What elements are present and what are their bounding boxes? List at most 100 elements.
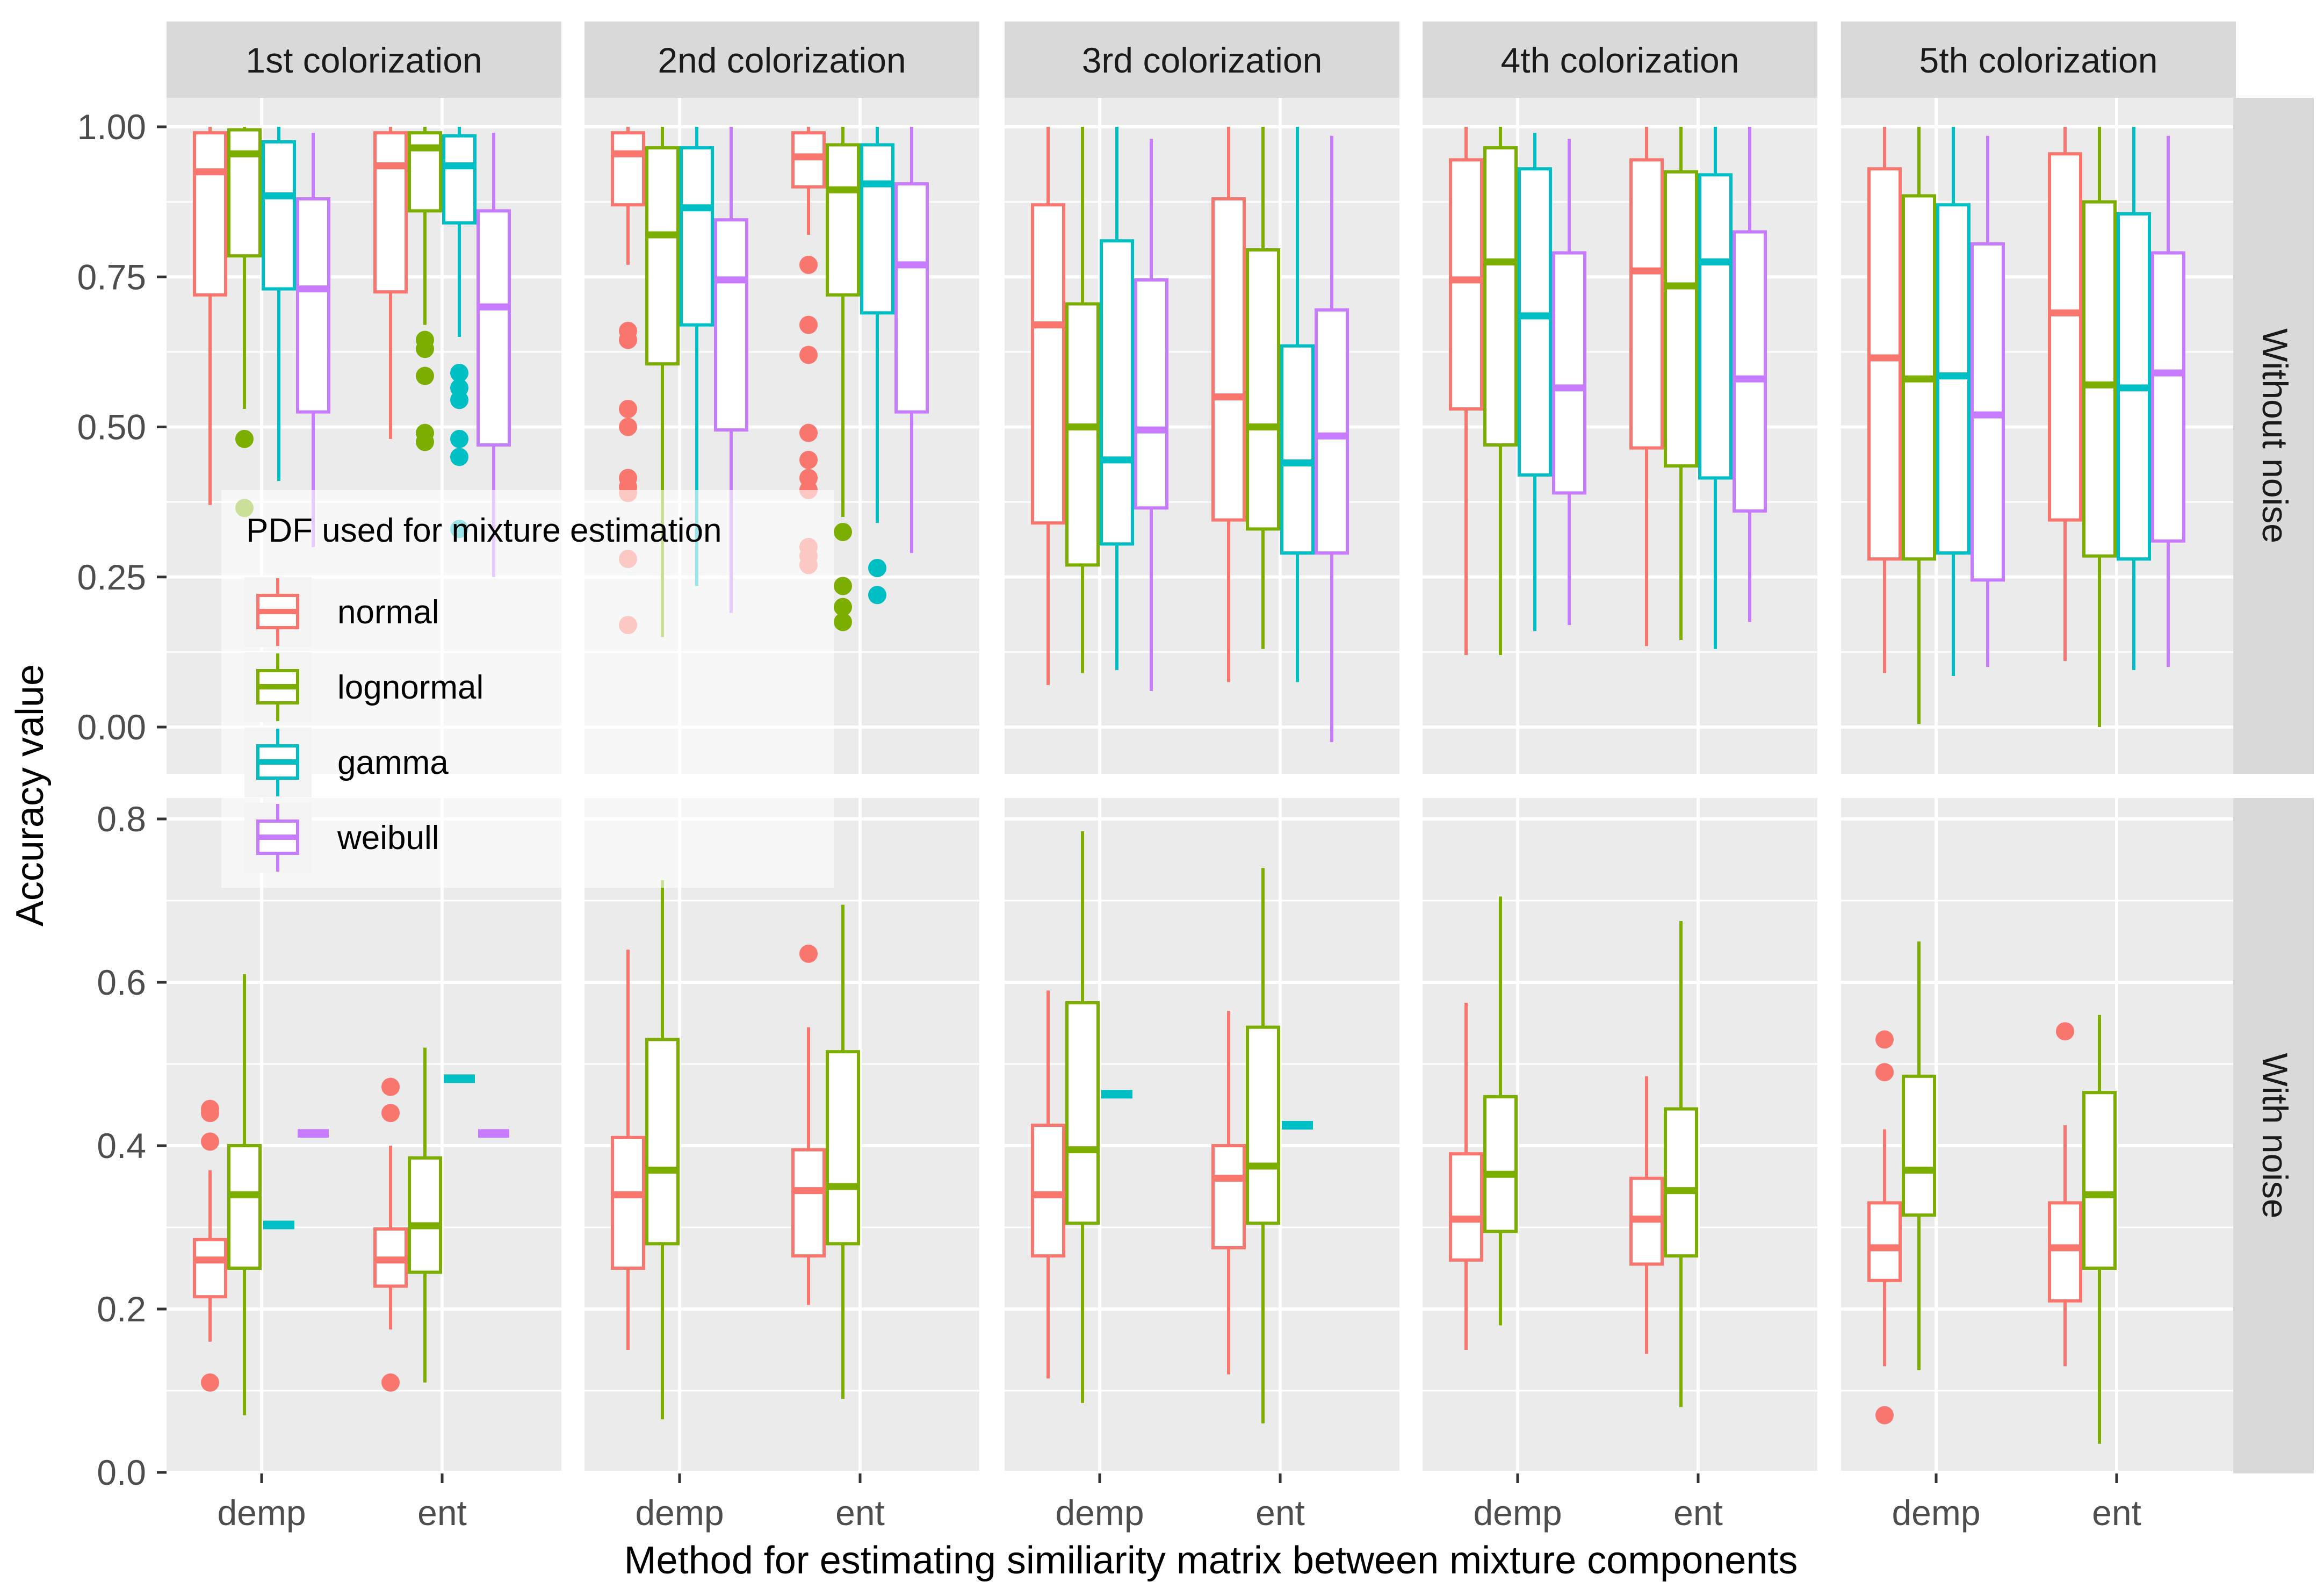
boxplot-normal bbox=[1031, 127, 1065, 685]
boxplot-normal bbox=[1031, 990, 1065, 1379]
boxplot-normal bbox=[193, 1099, 227, 1392]
box bbox=[1449, 158, 1483, 411]
box bbox=[1065, 302, 1100, 567]
y-tick-label: 0.25 bbox=[77, 557, 146, 597]
outlier-point bbox=[868, 586, 886, 605]
outlier-point bbox=[416, 433, 434, 451]
boxplot-gamma bbox=[1518, 133, 1552, 631]
box bbox=[1664, 1107, 1698, 1258]
box bbox=[1629, 158, 1664, 450]
panel-background bbox=[1423, 798, 1817, 1473]
box bbox=[2082, 200, 2117, 558]
boxplot-lognormal bbox=[408, 127, 442, 451]
boxplot-gamma bbox=[1698, 127, 1733, 649]
boxplot-gamma bbox=[2117, 127, 2151, 670]
outlier-point bbox=[201, 1132, 219, 1151]
legend-key-gamma: gamma bbox=[244, 728, 449, 797]
boxplot-normal bbox=[2048, 1022, 2082, 1367]
y-tick-label: 0.4 bbox=[97, 1126, 146, 1166]
box bbox=[1280, 344, 1315, 555]
boxplot-lognormal bbox=[1065, 127, 1100, 673]
column-strip bbox=[1005, 21, 1399, 98]
outlier-point bbox=[799, 346, 818, 364]
boxplot-lognormal bbox=[645, 880, 680, 1420]
column-strip-label: 2nd colorization bbox=[658, 40, 906, 80]
boxplot-gamma bbox=[680, 127, 714, 586]
box bbox=[894, 182, 929, 414]
box bbox=[1698, 173, 1733, 480]
y-axis-title: Accuracy value bbox=[9, 664, 52, 926]
outlier-point bbox=[1875, 1030, 1894, 1049]
box bbox=[680, 146, 714, 327]
box bbox=[1867, 167, 1902, 561]
box bbox=[1733, 230, 1767, 513]
column-strip-label: 5th colorization bbox=[1919, 40, 2158, 80]
box bbox=[1518, 167, 1552, 477]
box bbox=[373, 131, 408, 294]
column-strip bbox=[584, 21, 979, 98]
boxplot-lognormal bbox=[2082, 1015, 2117, 1444]
outlier-point bbox=[381, 1104, 400, 1123]
box bbox=[1867, 1201, 1902, 1282]
boxplot-gamma bbox=[860, 127, 894, 605]
box bbox=[1449, 1152, 1483, 1262]
legend-label: gamma bbox=[337, 744, 449, 781]
boxplot-lognormal bbox=[826, 904, 860, 1399]
row-strip-label: With noise bbox=[2255, 1053, 2295, 1218]
outlier-point bbox=[381, 1077, 400, 1096]
box bbox=[860, 143, 894, 315]
boxplot-lognormal bbox=[1246, 127, 1280, 649]
box bbox=[1315, 308, 1349, 555]
y-tick-label: 1.00 bbox=[77, 107, 146, 147]
box bbox=[408, 1156, 442, 1274]
outlier-point bbox=[799, 944, 818, 963]
boxplot-lognormal bbox=[1664, 127, 1698, 641]
box bbox=[645, 1038, 680, 1246]
column-strip-label: 3rd colorization bbox=[1082, 40, 1323, 80]
row-strip bbox=[2233, 98, 2314, 774]
box bbox=[1664, 170, 1698, 468]
boxplot-normal bbox=[611, 950, 645, 1350]
y-tick-label: 0.6 bbox=[97, 962, 146, 1002]
boxplot-normal bbox=[1867, 127, 1902, 673]
legend-label: weibull bbox=[337, 819, 439, 857]
boxplot-normal bbox=[1867, 1030, 1902, 1425]
box bbox=[791, 1148, 826, 1258]
outlier-point bbox=[799, 423, 818, 442]
outlier-point bbox=[416, 340, 434, 358]
x-tick-label: ent bbox=[1255, 1493, 1305, 1533]
x-tick-label: demp bbox=[635, 1493, 724, 1533]
x-tick-label: ent bbox=[835, 1493, 885, 1533]
x-axis-title: Method for estimating similiarity matrix… bbox=[624, 1539, 1798, 1582]
boxplot-normal bbox=[1211, 127, 1246, 682]
box bbox=[826, 1050, 860, 1246]
boxes-layer bbox=[193, 127, 2185, 1444]
box bbox=[1246, 1025, 1280, 1225]
x-tick-label: ent bbox=[2092, 1493, 2141, 1533]
y-tick-label: 0.2 bbox=[97, 1289, 146, 1329]
boxplot-lognormal bbox=[227, 974, 262, 1415]
boxplot-normal bbox=[1449, 127, 1483, 655]
box bbox=[1065, 1001, 1100, 1225]
x-tick-label: demp bbox=[1055, 1493, 1144, 1533]
boxplot-lognormal bbox=[1246, 868, 1280, 1423]
boxplot-lognormal bbox=[2082, 127, 2117, 727]
box bbox=[1134, 278, 1168, 510]
box bbox=[442, 134, 477, 225]
boxplot-normal bbox=[1211, 1011, 1246, 1375]
boxplot-lognormal bbox=[408, 1047, 442, 1383]
outlier-point bbox=[450, 448, 468, 466]
boxplot-lognormal bbox=[1902, 127, 1936, 724]
box bbox=[227, 1144, 262, 1270]
box bbox=[714, 218, 748, 432]
boxplot-normal bbox=[791, 944, 826, 1305]
column-strip bbox=[1423, 21, 1817, 98]
labels-layer: 0.00 0.25 0.50 0.75 1.00 Without noise 0.0 0.2 0… bbox=[77, 21, 2314, 1533]
outlier-point bbox=[834, 598, 852, 616]
boxplot-lognormal bbox=[1065, 831, 1100, 1403]
outlier-point bbox=[450, 363, 468, 382]
outlier-point bbox=[450, 429, 468, 448]
box bbox=[296, 197, 330, 414]
x-tick-label: demp bbox=[1892, 1493, 1980, 1533]
